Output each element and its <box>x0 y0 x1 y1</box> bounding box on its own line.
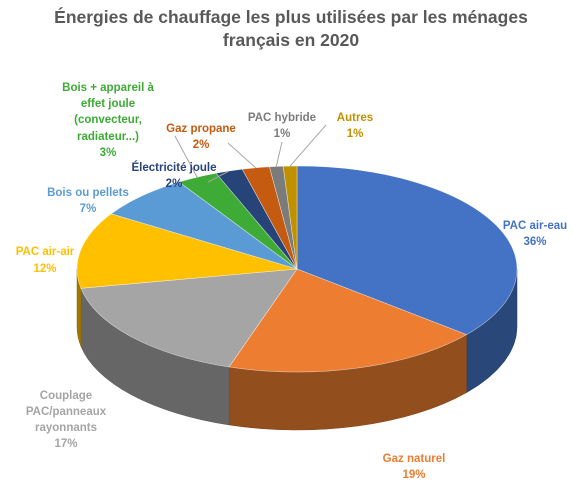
chart-title-line-2: français en 2020 <box>222 30 360 50</box>
pie-slice-3 <box>76 213 298 289</box>
slice-name-9-0: Autres <box>336 112 374 124</box>
slice-name-7-0: Gaz propane <box>166 123 236 135</box>
slice-label-5: Bois + appareil à effet joule (convecteur,… <box>62 80 154 161</box>
pie-slice-2 <box>80 268 298 368</box>
slice-value-3: 12% <box>33 263 57 276</box>
slice-name-3-0: PAC air-air <box>15 246 75 258</box>
leader-line-6 <box>207 170 230 183</box>
slice-value-9: 1% <box>346 128 364 141</box>
slice-label-6: Électricité joule 2% <box>131 160 216 192</box>
slice-label-9: Autres 1% <box>337 110 373 142</box>
slice-label-7: Gaz propane 2% <box>166 121 236 153</box>
slice-label-3: PAC air-air 12% <box>16 244 75 278</box>
leader-line-5 <box>174 135 198 178</box>
pie-slice-0 <box>296 165 518 335</box>
slice-value-7: 2% <box>192 139 210 152</box>
leader-line-8 <box>275 141 283 167</box>
slice-name-2-2: rayonnants <box>35 421 97 434</box>
slice-name-5-1: effet joule <box>80 98 136 111</box>
slice-name-5-0: Bois + appareil à <box>62 82 154 94</box>
slice-value-5: 3% <box>99 146 117 159</box>
slice-label-2: Couplage PAC/panneaux rayonnants 17% <box>26 389 106 453</box>
slice-label-4: Bois ou pellets 7% <box>47 185 129 217</box>
slice-name-2-1: PAC/panneaux <box>25 405 107 418</box>
chart-title-line-1: Énergies de chauffage les plus utilisées… <box>54 7 528 27</box>
slice-name-1-0: Gaz naturel <box>382 453 446 465</box>
slice-name-6-0: Électricité joule <box>131 162 217 174</box>
slice-label-8: PAC hybride 1% <box>248 110 316 142</box>
pie-slice-1 <box>228 268 468 373</box>
pie-top <box>76 165 518 373</box>
slice-name-0-0: PAC air-eau <box>502 220 568 232</box>
slice-name-5-2: (convecteur, <box>74 114 142 127</box>
slice-value-0: 36% <box>523 236 547 249</box>
slice-value-2: 17% <box>54 437 78 450</box>
slice-label-1: Gaz naturel 19% <box>383 452 446 484</box>
slice-name-5-3: radiateur...) <box>76 130 139 143</box>
slice-label-0: PAC air-eau 36% <box>503 218 567 250</box>
leader-line-7 <box>227 142 257 169</box>
slice-value-6: 2% <box>165 178 183 191</box>
slice-value-1: 19% <box>402 468 426 481</box>
slice-name-4-0: Bois ou pellets <box>47 187 129 199</box>
slice-name-8-0: PAC hybride <box>247 112 317 124</box>
slice-name-2-0: Couplage <box>39 390 93 402</box>
chart-title: Énergies de chauffage les plus utilisées… <box>0 6 582 52</box>
slice-value-8: 1% <box>273 128 291 141</box>
slice-value-4: 7% <box>79 203 97 216</box>
leader-line-9 <box>289 124 327 167</box>
leader-lines <box>174 124 327 183</box>
